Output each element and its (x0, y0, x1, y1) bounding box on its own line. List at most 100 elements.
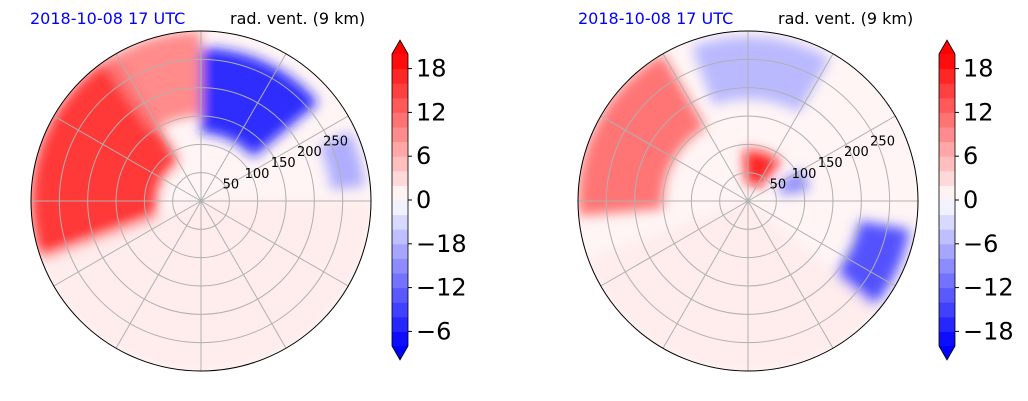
datetime-label: 2018-10-08 17 UTC (30, 9, 185, 28)
colorbar-segment (392, 258, 408, 274)
colorbar-outline (938, 39, 956, 361)
colorbar-segment (392, 185, 408, 201)
range-ring (87, 87, 315, 315)
range-ring (634, 87, 862, 315)
radial-tick-label: 250 (870, 134, 895, 149)
colorbar-segment (939, 273, 955, 289)
colorbar-segment (939, 83, 955, 99)
polar-plot: 50 100 150 200 250 (577, 30, 919, 372)
field-region (201, 48, 319, 158)
colorbar-segment (939, 112, 955, 128)
field-region (588, 201, 879, 371)
colorbar-segment (939, 287, 955, 303)
colorbar-tick-label: −12 (416, 274, 467, 302)
field-region (578, 53, 706, 216)
radial-gridlines (58, 58, 344, 344)
radial-tick-labels: 50 100 150 200 250 (770, 134, 895, 192)
range-ring (605, 58, 891, 344)
range-ring (143, 143, 259, 259)
colorbar-segment (392, 331, 408, 347)
colorbar-segment (939, 54, 955, 70)
colorbar-segment (392, 287, 408, 303)
plot-boundary (577, 30, 919, 372)
colorbar-extend-min (939, 346, 955, 360)
radial-tick-label: 250 (323, 134, 348, 149)
colorbar-segment (392, 112, 408, 128)
radial-tick-labels: 50 100 150 200 250 (223, 134, 348, 192)
range-ring (719, 172, 777, 230)
polar-plot: 50 100 150 200 250 (30, 30, 372, 372)
variable-label: rad. vent. (9 km) (778, 9, 913, 28)
colorbar-tick-label: 0 (963, 186, 978, 214)
colorbar-segment (939, 97, 955, 113)
colorbar-segment (392, 83, 408, 99)
radial-tick-label: 50 (223, 178, 240, 193)
colorbar-extend-min (392, 346, 408, 360)
colorbar-segment (392, 316, 408, 332)
colorbar-tick-label: 6 (963, 142, 978, 170)
colorbar-segment (939, 68, 955, 84)
colorbar-segment (392, 243, 408, 259)
colorbar-tick-label: 12 (963, 98, 994, 126)
colorbar-segment (392, 229, 408, 245)
colorbar-segment (939, 302, 955, 318)
range-ring (58, 58, 344, 344)
radial-tick-label: 150 (271, 156, 296, 171)
colorbar-segment (392, 156, 408, 172)
radial-tick-label: 100 (245, 167, 270, 182)
colorbar-tick-label: −12 (963, 274, 1014, 302)
radial-tick-label: 200 (844, 145, 869, 160)
colorbar-segment (392, 273, 408, 289)
field-region (777, 169, 810, 196)
radial-gridlines (605, 58, 891, 344)
field-regions (578, 36, 910, 371)
colorbar-segment (939, 243, 955, 259)
range-ring (115, 115, 287, 287)
colorbar-segment (392, 200, 408, 216)
plot-boundary (30, 30, 372, 372)
colorbar-tick-label: 0 (416, 186, 431, 214)
colorbar-tick-label: 6 (416, 142, 431, 170)
range-ring (690, 143, 806, 259)
colorbar-segment (392, 170, 408, 186)
colorbar-segments (391, 39, 409, 361)
colorbar: 18 12 6 0 −6 −12 −18 (938, 39, 1014, 361)
colorbar-extend-max (392, 40, 408, 54)
panel-right: 2018-10-08 17 UTC rad. vent. (9 km) 50 1… (577, 9, 1014, 372)
colorbar-segment (939, 127, 955, 143)
colorbar-segment (392, 97, 408, 113)
colorbar-segment (392, 127, 408, 143)
colorbar-segments (938, 39, 956, 361)
colorbar-segment (392, 68, 408, 84)
colorbar-segment (939, 229, 955, 245)
panel-left: 2018-10-08 17 UTC rad. vent. (9 km) 50 1… (30, 9, 467, 372)
colorbar-tick-label: 18 (963, 55, 994, 83)
colorbar-outline (391, 39, 409, 361)
colorbar-extend-max (939, 40, 955, 54)
colorbar-segment (939, 316, 955, 332)
colorbar-tick-label: −18 (416, 230, 467, 258)
range-ring (172, 172, 230, 230)
colorbar-tick-label: 12 (416, 98, 447, 126)
radial-tick-label: 100 (792, 167, 817, 182)
colorbar-segment (939, 185, 955, 201)
range-ring (662, 115, 834, 287)
colorbar-tick-label: −6 (416, 317, 451, 345)
field-region (834, 220, 910, 307)
colorbar-segment (392, 214, 408, 230)
colorbar-segment (392, 302, 408, 318)
colorbar-segment (392, 54, 408, 70)
radial-tick-label: 50 (770, 178, 787, 193)
colorbar-tick-label: −18 (963, 317, 1014, 345)
variable-label: rad. vent. (9 km) (230, 9, 365, 28)
field-region (319, 131, 365, 190)
colorbar-ticks: 18 12 6 0 −6 −12 −18 (955, 55, 1014, 345)
colorbar: 18 12 6 0 −18 −12 −6 (391, 39, 467, 361)
colorbar-tick-label: 18 (416, 55, 447, 83)
radial-tick-label: 200 (297, 145, 322, 160)
colorbar-segment (939, 170, 955, 186)
datetime-label: 2018-10-08 17 UTC (578, 9, 733, 28)
colorbar-ticks: 18 12 6 0 −18 −12 −6 (408, 55, 467, 345)
colorbar-segment (939, 214, 955, 230)
